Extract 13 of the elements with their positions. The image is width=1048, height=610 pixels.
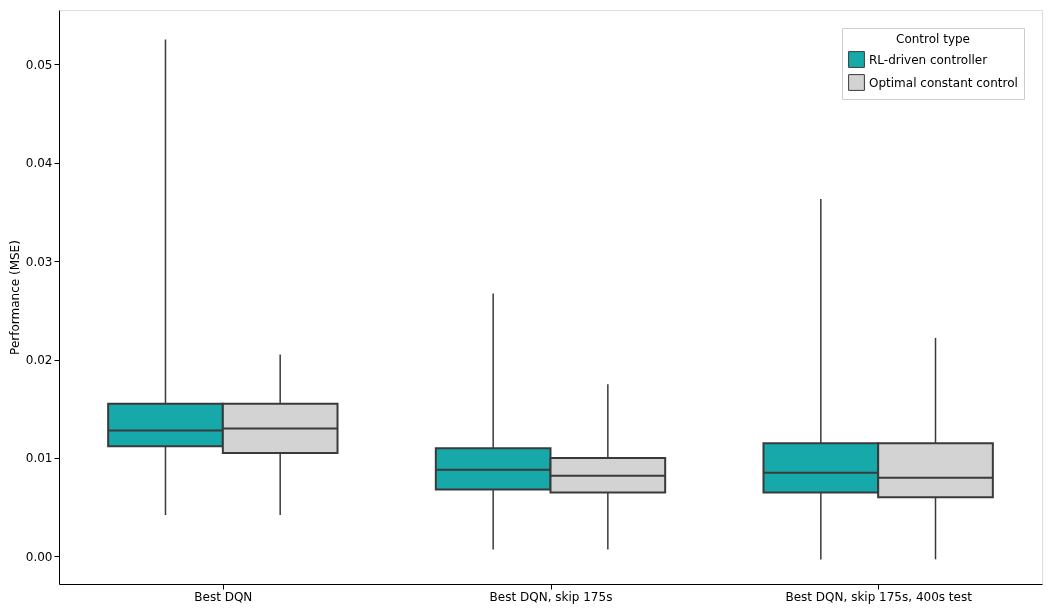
y-tick-label: 0.00 (25, 549, 53, 564)
x-tick-label: Best DQN (194, 589, 253, 604)
y-tick-label: 0.04 (25, 156, 53, 171)
y-axis-title: Performance (MSE) (7, 240, 22, 355)
x-tick-label: Best DQN, skip 175s (489, 589, 613, 604)
y-tick-label: 0.03 (25, 254, 53, 269)
y-tick-label: 0.05 (25, 57, 53, 72)
y-tick-label: 0.02 (25, 353, 53, 368)
legend-title: Control type (896, 32, 970, 46)
y-tick-label: 0.01 (25, 451, 53, 466)
legend-label: RL-driven controller (869, 52, 988, 67)
legend-label: Optimal constant control (869, 75, 1018, 90)
x-tick-label: Best DQN, skip 175s, 400s test (785, 589, 973, 604)
